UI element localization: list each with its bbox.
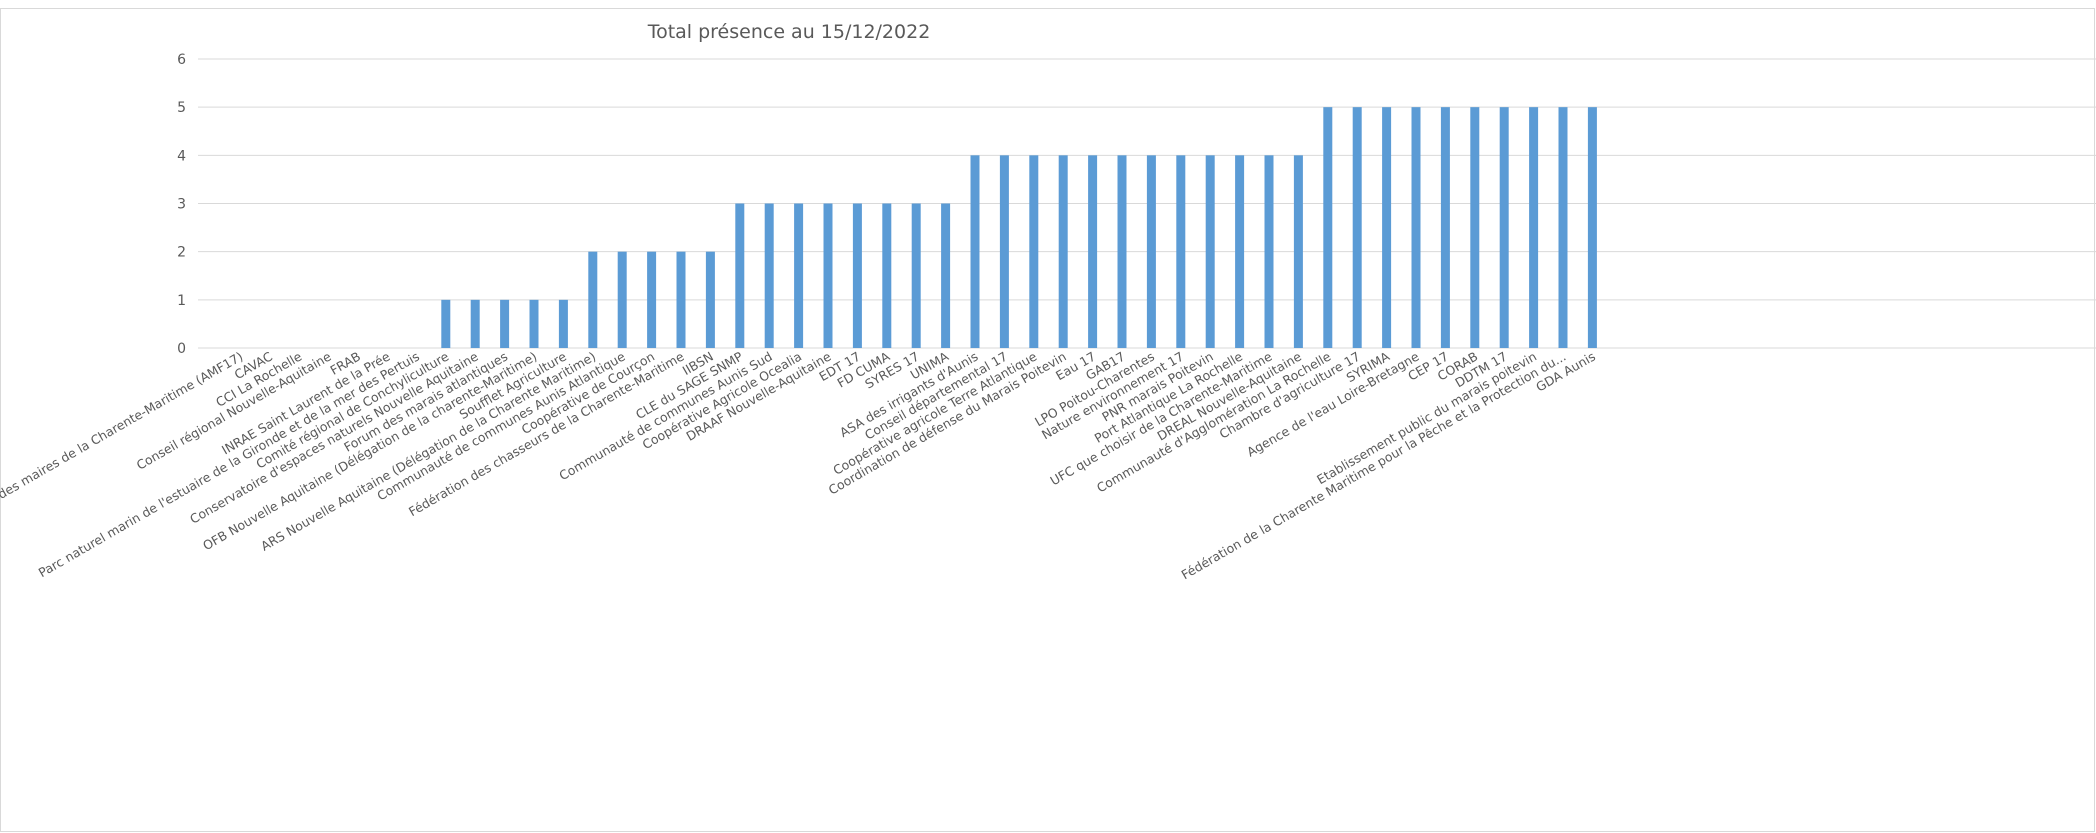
- bar: [911, 203, 921, 348]
- bar: [970, 155, 980, 348]
- bar: [1529, 107, 1539, 349]
- bar: [852, 203, 862, 348]
- gridlines: [198, 58, 2096, 349]
- y-tick-label: 0: [177, 341, 186, 357]
- y-tick-label: 6: [177, 52, 186, 68]
- y-tick-label: 3: [177, 197, 186, 213]
- bar: [1440, 107, 1450, 349]
- bar: [1587, 107, 1597, 349]
- bar: [999, 155, 1009, 348]
- bar: [1352, 107, 1362, 349]
- bar: [470, 299, 480, 348]
- bar: [941, 203, 951, 348]
- bar: [764, 203, 774, 348]
- y-tick-label: 5: [177, 100, 186, 116]
- bars: [441, 107, 1597, 349]
- bar: [1293, 155, 1303, 348]
- y-tick-label: 2: [177, 245, 186, 261]
- bar: [617, 251, 627, 348]
- bar: [882, 203, 892, 348]
- bar: [1088, 155, 1098, 348]
- bar: [558, 299, 568, 348]
- bar: [1558, 107, 1568, 349]
- bar: [1470, 107, 1480, 349]
- bar: [1499, 107, 1509, 349]
- y-tick-label: 4: [177, 148, 186, 164]
- x-tick-label: Parc naturel marin de l'estuaire de la G…: [36, 349, 422, 581]
- bar: [588, 251, 598, 348]
- bar: [1205, 155, 1215, 348]
- bar: [735, 203, 745, 348]
- bar: [647, 251, 657, 348]
- bar: [441, 299, 451, 348]
- chart-title: Total présence au 15/12/2022: [647, 21, 931, 43]
- bar: [1323, 107, 1333, 349]
- y-tick-label: 1: [177, 293, 186, 309]
- bar: [1235, 155, 1245, 348]
- bar: [823, 203, 833, 348]
- bar: [1146, 155, 1156, 348]
- x-axis-ticks: Association des maires de la Charente-Ma…: [0, 348, 1598, 582]
- bar: [1117, 155, 1127, 348]
- bar: [1029, 155, 1039, 348]
- y-axis-ticks: 0 1 2 3 4 5 6: [177, 52, 186, 357]
- bar: [500, 299, 510, 348]
- bar: [1411, 107, 1421, 349]
- bar: [676, 251, 686, 348]
- bar: [1058, 155, 1068, 348]
- bar: [1176, 155, 1186, 348]
- bar: [529, 299, 539, 348]
- chart-frame: [0, 8, 2095, 832]
- bar: [1264, 155, 1274, 348]
- bar: [794, 203, 804, 348]
- bar: [1382, 107, 1392, 349]
- bar: [705, 251, 715, 348]
